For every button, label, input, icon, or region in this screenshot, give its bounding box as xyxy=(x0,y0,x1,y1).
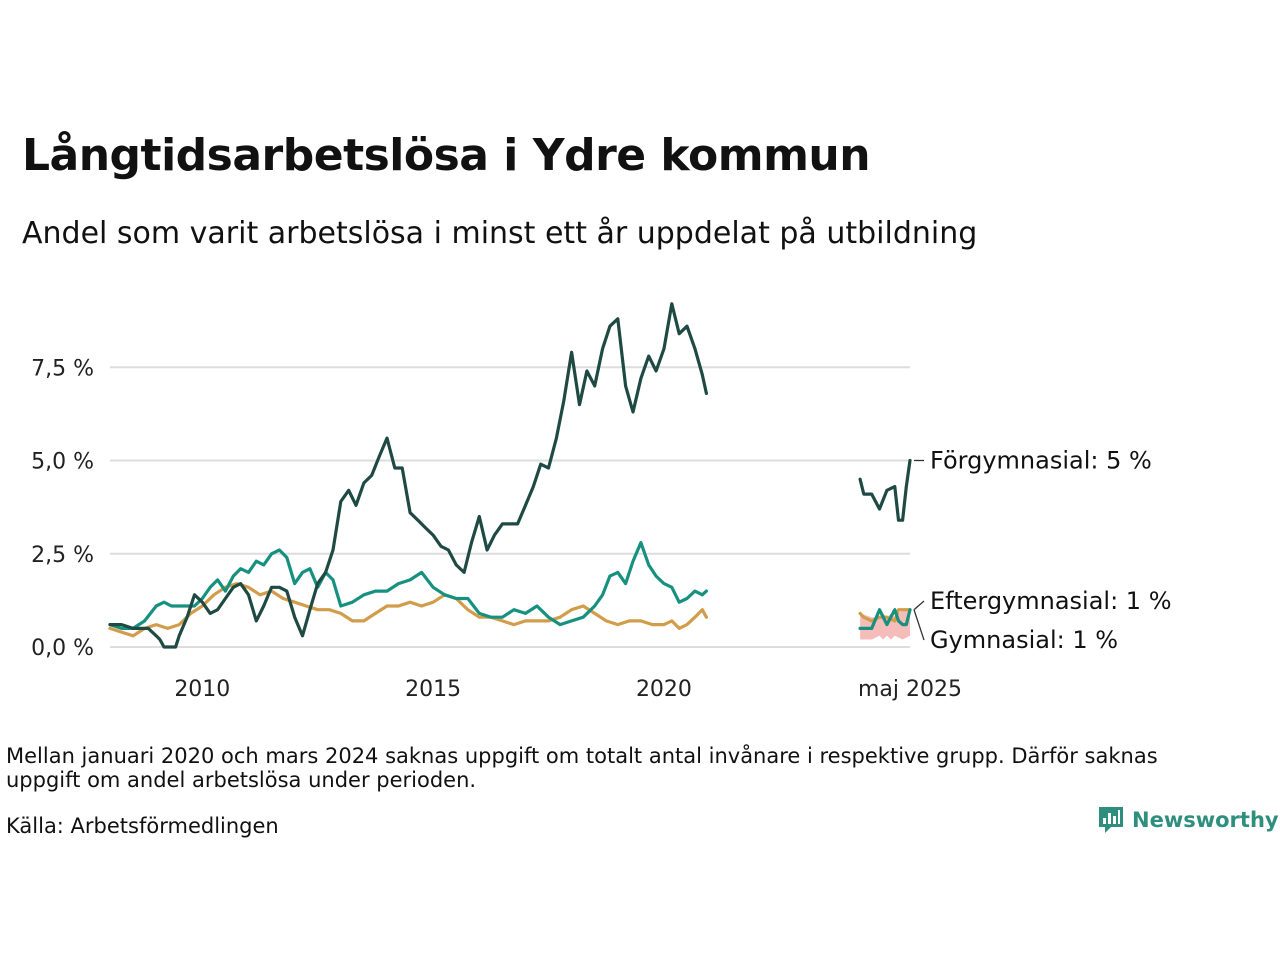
gridlines xyxy=(110,366,910,648)
gymnasial-end-label: Gymnasial: 1 % xyxy=(930,626,1118,654)
x-tick-label: 2020 xyxy=(636,677,692,702)
end-label-connector xyxy=(913,609,925,641)
gymnasial-line-early xyxy=(108,582,709,638)
chart-subtitle: Andel som varit arbetslösa i minst ett å… xyxy=(22,216,978,251)
x-axis-ticks: 2010 2015 2020 maj 2025 xyxy=(174,677,962,702)
x-tick-label: maj 2025 xyxy=(858,677,962,702)
x-tick-label: 2015 xyxy=(405,677,461,702)
series-lines xyxy=(108,302,912,649)
forgymnasial-line-recent xyxy=(858,458,912,522)
forgymnasial-line-early xyxy=(108,302,709,649)
eftergymnasial-end-label: Eftergymnasial: 1 % xyxy=(930,587,1172,615)
y-tick-label: 7,5 % xyxy=(31,356,94,381)
eftergymnasial-line-early xyxy=(108,541,709,630)
newsworthy-logo-text: Newsworthy xyxy=(1132,808,1279,832)
eftergymnasial-line-recent xyxy=(858,608,912,630)
forgymnasial-end-label: Förgymnasial: 5 % xyxy=(930,447,1152,475)
chart-title: Långtidsarbetslösa i Ydre kommun xyxy=(22,130,871,181)
newsworthy-logo-icon xyxy=(1099,807,1123,833)
footnote: Mellan januari 2020 och mars 2024 saknas… xyxy=(6,744,1158,792)
y-axis-ticks: 0,0 % 2,5 % 5,0 % 7,5 % xyxy=(31,356,94,661)
source-text: Källa: Arbetsförmedlingen xyxy=(6,814,279,838)
end-label-connector xyxy=(913,600,925,611)
end-labels: Förgymnasial: 5 % Eftergymnasial: 1 % Gymn… xyxy=(913,447,1172,654)
y-tick-label: 2,5 % xyxy=(31,543,94,568)
line-chart: 0,0 % 2,5 % 5,0 % 7,5 % 2010 2015 2020 maj 202… xyxy=(31,302,1172,702)
y-tick-label: 0,0 % xyxy=(31,636,94,661)
newsworthy-logo[interactable]: Newsworthy xyxy=(1098,806,1279,834)
x-tick-label: 2010 xyxy=(174,677,230,702)
y-tick-label: 5,0 % xyxy=(31,450,94,475)
